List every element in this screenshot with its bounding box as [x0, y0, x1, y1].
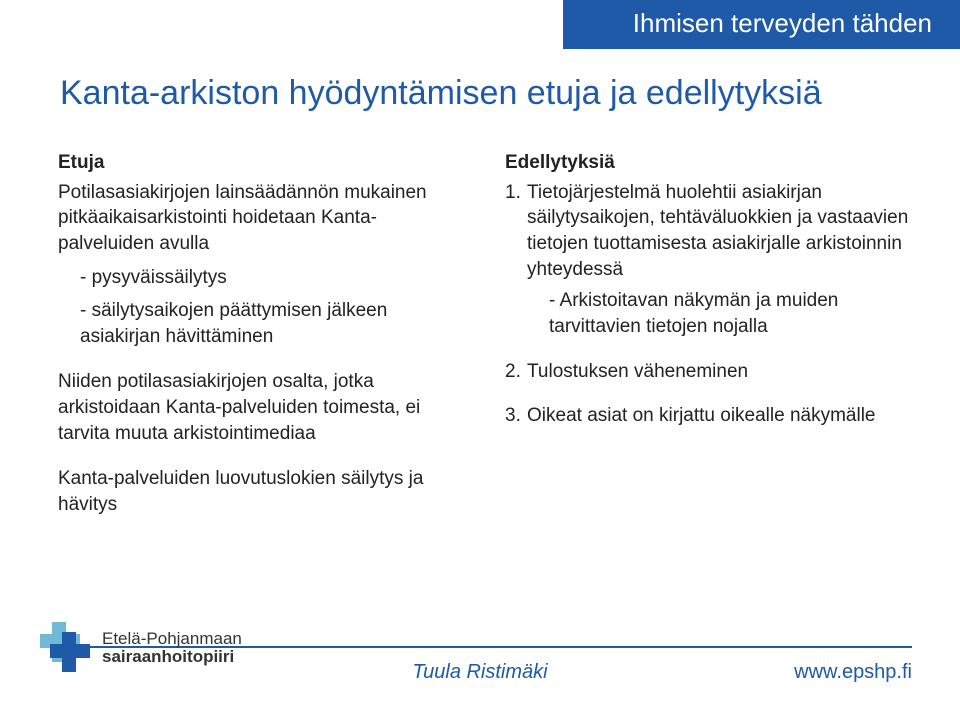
right-item-1-sub: - Arkistoitavan näkymän ja muiden tarvit…: [505, 288, 912, 339]
footer-url: www.epshp.fi: [794, 661, 912, 684]
right-heading: Edellytyksiä: [505, 150, 912, 176]
right-item-2: 2. Tulostuksen väheneminen: [505, 359, 912, 385]
left-b1: - pysyväissäilytys: [58, 265, 465, 291]
left-p3: Kanta-palveluiden luovutuslokien säilyty…: [58, 466, 465, 517]
left-heading: Etuja: [58, 150, 465, 176]
slide-title: Kanta-arkiston hyödyntämisen etuja ja ed…: [60, 74, 900, 113]
right-item-3-text: Oikeat asiat on kirjattu oikealle näkymä…: [527, 403, 876, 429]
left-b2: - säilytysaikojen päättymisen jälkeen as…: [58, 298, 465, 349]
num-2: 2.: [505, 359, 527, 385]
right-column: Edellytyksiä 1. Tietojärjestelmä huoleht…: [505, 150, 912, 582]
slide: Ihmisen terveyden tähden Kanta-arkiston …: [0, 0, 960, 702]
header-band: Ihmisen terveyden tähden: [563, 0, 960, 49]
right-item-2-text: Tulostuksen väheneminen: [527, 359, 748, 385]
right-item-3: 3. Oikeat asiat on kirjattu oikealle näk…: [505, 403, 912, 429]
num-3: 3.: [505, 403, 527, 429]
content-columns: Etuja Potilasasiakirjojen lainsäädännön …: [58, 150, 912, 582]
footer: Etelä-Pohjanmaan sairaanhoitopiiri Tuula…: [0, 610, 960, 702]
right-item-1: 1. Tietojärjestelmä huolehtii asiakirjan…: [505, 180, 912, 283]
left-p2: Niiden potilasasiakirjojen osalta, jotka…: [58, 369, 465, 446]
left-p1: Potilasasiakirjojen lainsäädännön mukain…: [58, 180, 465, 257]
logo-line-1: Etelä-Pohjanmaan: [102, 630, 242, 648]
right-item-1-text: Tietojärjestelmä huolehtii asiakirjan sä…: [527, 180, 912, 283]
left-column: Etuja Potilasasiakirjojen lainsäädännön …: [58, 150, 465, 582]
num-1: 1.: [505, 180, 527, 283]
